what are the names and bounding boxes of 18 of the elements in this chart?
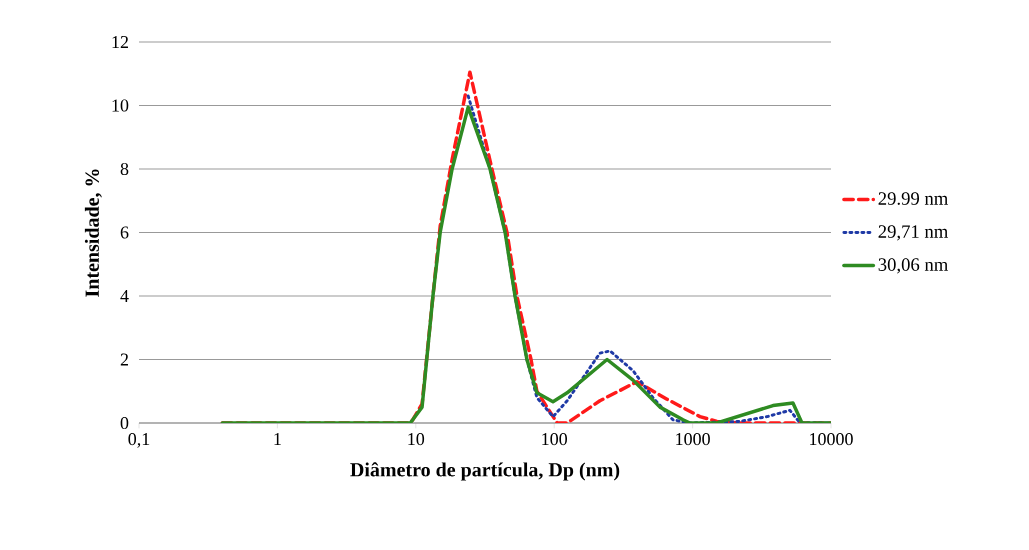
legend-label: 29.99 nm — [878, 192, 949, 205]
y-tick-label: 6 — [120, 226, 129, 239]
y-tick-label: 2 — [120, 353, 128, 366]
y-tick-label: 10 — [112, 99, 129, 112]
y-axis-title: Intensidade, % — [84, 169, 102, 297]
x-axis-title: Diâmetro de partícula, Dp (nm) — [350, 462, 620, 481]
y-tick-label: 12 — [112, 36, 128, 48]
x-tick-label: 1 — [274, 433, 281, 445]
x-tick-label: 10 — [408, 433, 425, 446]
y-tick-label: 0 — [120, 416, 129, 430]
legend-label: 29,71 nm — [878, 225, 949, 241]
y-tick-label: 4 — [120, 290, 129, 302]
x-tick-label: 0,1 — [128, 433, 150, 448]
x-tick-label: 10000 — [810, 433, 853, 446]
y-tick-label: 8 — [120, 162, 129, 176]
x-tick-label: 100 — [542, 433, 568, 446]
legend-label: 30,06 nm — [878, 258, 949, 274]
x-tick-label: 1000 — [676, 433, 710, 446]
